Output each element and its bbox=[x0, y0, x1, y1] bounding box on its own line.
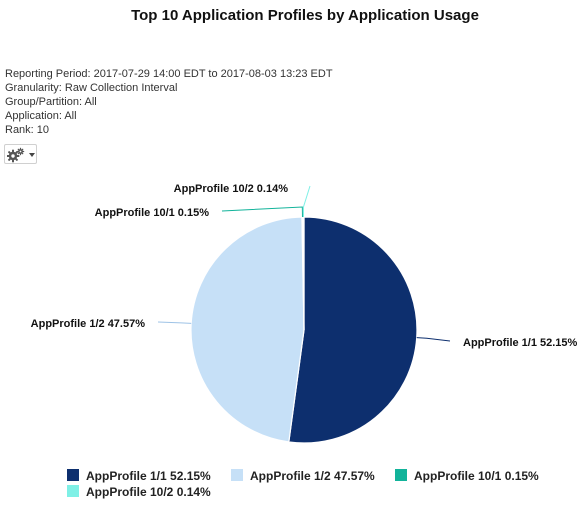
legend-item-appprofile-10-1[interactable]: AppProfile 10/1 0.15% bbox=[395, 469, 539, 483]
slice-label-appprofile-1-1: AppProfile 1/1 52.15% bbox=[463, 337, 578, 349]
pie-slice-appprofile-1-2[interactable] bbox=[190, 216, 305, 443]
pie-slices bbox=[190, 216, 418, 444]
legend-swatch bbox=[231, 469, 243, 481]
legend-item-appprofile-10-2[interactable]: AppProfile 10/2 0.14% bbox=[67, 485, 211, 499]
reporting-period-text: Reporting Period: 2017-07-29 14:00 EDT t… bbox=[5, 68, 333, 80]
report-info: Reporting Period: 2017-07-29 14:00 EDT t… bbox=[5, 67, 333, 137]
gear-icon bbox=[7, 147, 25, 163]
chart-options-button[interactable] bbox=[4, 144, 37, 164]
legend-swatch bbox=[67, 485, 79, 497]
legend-item-appprofile-1-2[interactable]: AppProfile 1/2 47.57% bbox=[231, 469, 375, 483]
slice-labels: AppProfile 1/1 52.15% AppProfile 1/2 47.5… bbox=[31, 183, 578, 349]
connector-appprofile-10-1 bbox=[221, 206, 303, 218]
slice-connectors bbox=[157, 185, 451, 342]
connector-appprofile-10-2 bbox=[302, 185, 311, 218]
connector-appprofile-1-2 bbox=[157, 321, 192, 324]
pie-slice-appprofile-1-1[interactable] bbox=[288, 216, 418, 444]
connector-appprofile-1-1 bbox=[416, 337, 451, 342]
chart-title: Top 10 Application Profiles by Applicati… bbox=[131, 7, 479, 24]
legend-label: AppProfile 1/1 52.15% bbox=[86, 469, 211, 483]
chart-legend: AppProfile 1/1 52.15% AppProfile 1/2 47.5… bbox=[67, 469, 539, 499]
rank-text: Rank: 10 bbox=[5, 124, 50, 136]
granularity-text: Granularity: Raw Collection Interval bbox=[5, 82, 178, 94]
legend-swatch bbox=[67, 469, 79, 481]
group-partition-text: Group/Partition: All bbox=[5, 96, 97, 108]
legend-label: AppProfile 10/2 0.14% bbox=[86, 485, 211, 499]
slice-label-appprofile-1-2: AppProfile 1/2 47.57% bbox=[31, 318, 146, 330]
application-text: Application: All bbox=[5, 110, 77, 122]
legend-item-appprofile-1-1[interactable]: AppProfile 1/1 52.15% bbox=[67, 469, 211, 483]
chevron-down-icon bbox=[29, 153, 35, 157]
slice-label-appprofile-10-1: AppProfile 10/1 0.15% bbox=[95, 207, 210, 219]
slice-label-appprofile-10-2: AppProfile 10/2 0.14% bbox=[174, 183, 289, 195]
legend-swatch bbox=[395, 469, 407, 481]
legend-label: AppProfile 1/2 47.57% bbox=[250, 469, 375, 483]
legend-label: AppProfile 10/1 0.15% bbox=[414, 469, 539, 483]
